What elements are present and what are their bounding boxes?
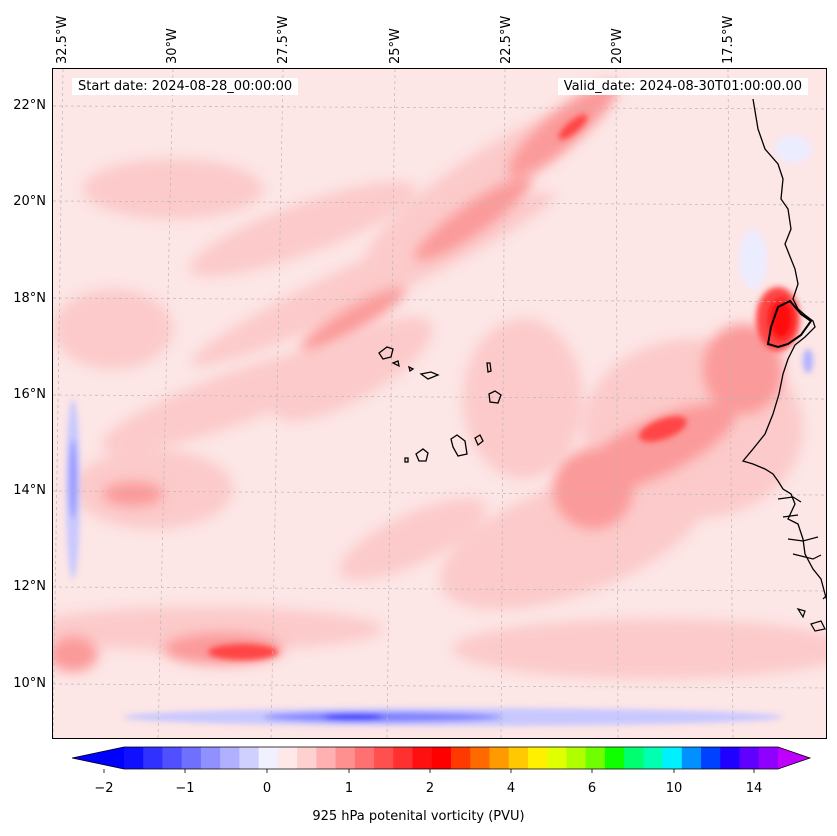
longitude-label: 30°W [165,28,180,64]
colorbar-tick-label: 6 [587,781,597,796]
pv-max-core [769,299,793,339]
colorbar-tick-label: 1 [344,781,354,796]
valid-date-label: Valid_date: 2024-08-30T01:00:00.00 [557,78,808,95]
colorbar-segment [220,747,240,769]
colorbar-tick-label: 2 [425,781,435,796]
colorbar-segment [354,747,375,769]
colorbar-segment [124,747,144,769]
gambia-coast [777,496,822,560]
colorbar-segment [739,747,760,769]
latitude-label: 16°N [13,387,46,402]
map-panel [52,68,827,739]
colorbar-segment [489,747,510,769]
colorbar-segment [200,747,221,769]
cap-vert-peninsula [766,299,813,349]
colorbar-segment [258,747,279,769]
colorbar-segment [758,747,779,769]
colorbar-tick-label: 14 [745,781,763,796]
latitude-label: 14°N [13,483,46,498]
longitude-label: 25°W [388,28,403,64]
colorbar-outline [72,746,812,770]
colorbar-segment [624,747,644,769]
colorbar-segment [508,747,529,769]
latitude-label: 12°N [13,579,46,594]
start-date-label: Start date: 2024-08-28_00:00:00 [72,78,299,95]
bissagos-islands [796,595,826,632]
colorbar-segment [527,747,548,769]
colorbar-tick-label: −2 [94,781,114,796]
colorbar-segment [277,747,298,769]
longitude-label: 27.5°W [276,15,291,64]
colorbar [72,746,812,773]
colorbar-tick-label: 4 [506,781,516,796]
africa-coastline [741,98,826,600]
longitude-label: 17.5°W [721,15,736,64]
colorbar-segment [181,747,202,769]
colorbar-segment [412,747,433,769]
cape-verde-islands [378,346,502,463]
longitude-label: 32.5°W [55,15,70,64]
colorbar-segment [643,747,664,769]
colorbar-segment [566,747,587,769]
latitude-label: 18°N [13,291,46,306]
colorbar-segment [143,747,163,769]
colorbar-title: 925 hPa potenital vorticity (PVU) [312,809,525,824]
colorbar-segment [662,747,683,769]
graticule [53,69,826,738]
colorbar-over-extend [778,747,810,769]
colorbar-segment [431,747,452,769]
colorbar-tick-label: −1 [175,781,195,796]
colorbar-segment [470,747,490,769]
colorbar-under-extend [72,747,124,769]
colorbar-segment [316,747,337,769]
colorbar-segment [681,747,702,769]
colorbar-segment [297,747,317,769]
colorbar-segment [335,747,356,769]
colorbar-segment [239,747,260,769]
pv-field-map [53,69,826,738]
colorbar-segment [393,747,414,769]
colorbar-tick-label: 0 [262,781,272,796]
colorbar-segment [604,747,625,769]
colorbar-segment [701,747,721,769]
latitude-label: 22°N [13,98,46,113]
colorbar-segment [162,747,183,769]
colorbar-segment [585,747,606,769]
colorbar-segment [374,747,394,769]
colorbar-segment [451,747,471,769]
colorbar-segment [720,747,741,769]
longitude-label: 22.5°W [499,15,514,64]
colorbar-tick-label: 10 [665,781,683,796]
colorbar-segment [547,747,567,769]
latitude-label: 10°N [13,676,46,691]
longitude-label: 20°W [610,28,625,64]
latitude-label: 20°N [13,194,46,209]
